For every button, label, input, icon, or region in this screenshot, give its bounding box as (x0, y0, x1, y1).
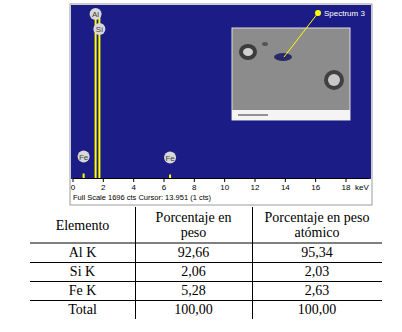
x-tick-label: 14 (281, 183, 290, 192)
table-value-cell: 5,28 (135, 281, 252, 300)
table-rule (135, 207, 136, 319)
inset-caption-strip (232, 110, 350, 120)
x-tick (164, 179, 165, 182)
peak-label: Fe (165, 154, 175, 163)
table-value-cell: Si K (30, 262, 135, 281)
x-tick (133, 179, 134, 182)
table-value: 100,00 (174, 302, 213, 317)
table-header-cell: Porcentaje en peso atómico (252, 207, 382, 243)
x-tick (255, 179, 256, 182)
table-value-cell: Fe K (30, 281, 135, 300)
inset-frame (232, 28, 350, 120)
table-value: Total (68, 302, 97, 317)
table-value: 2,06 (181, 264, 206, 279)
table-rule (252, 207, 253, 319)
plot-background (71, 5, 371, 179)
x-tick-label: 10 (220, 183, 229, 192)
table-header: Elemento (56, 218, 110, 233)
spectrum-peak (95, 9, 97, 178)
table-value-cell: Al K (30, 243, 135, 262)
x-tick (224, 179, 225, 182)
x-tick (346, 179, 347, 182)
inset-label: Spectrum 3 (324, 9, 365, 18)
x-tick (285, 179, 286, 182)
footer-text: Full Scale 1696 cts Cursor: 13.951 (1 ct… (73, 193, 211, 202)
spectrum-peak (169, 175, 171, 178)
table-value: 5,28 (181, 283, 206, 298)
x-tick (73, 179, 74, 182)
table-rule (30, 243, 382, 244)
x-tick-label: 2 (101, 183, 106, 192)
peak-label-badge (164, 152, 176, 164)
table-value-cell: 2,63 (252, 281, 382, 300)
spectrum-peak (83, 174, 85, 178)
panel-frame (70, 4, 372, 205)
table-value: 100,00 (298, 302, 337, 317)
inset-particle (324, 70, 344, 90)
table-rule (30, 262, 382, 263)
inset-particle (239, 44, 257, 60)
table-value-cell: 100,00 (252, 300, 382, 319)
table-value: 92,66 (178, 245, 210, 260)
table-header: Porcentaje en peso atómico (255, 210, 380, 240)
table-value: 2,63 (305, 283, 330, 298)
x-tick-label: 18 (342, 183, 351, 192)
table-value-cell: 2,06 (135, 262, 252, 281)
table-value-cell: 100,00 (135, 300, 252, 319)
inset-scale-bar (238, 115, 268, 116)
page: {"chart_data": {"type": "bar", "x_label"… (0, 0, 402, 332)
table-value-cell: 95,34 (252, 243, 382, 262)
table-rule (30, 281, 382, 282)
inset-image (232, 28, 350, 120)
x-tick-label: 0 (71, 183, 76, 192)
x-tick (315, 179, 316, 182)
x-tick-label: 8 (192, 183, 197, 192)
table-header-cell: Porcentaje en peso (135, 207, 252, 243)
peak-label-badge (90, 8, 102, 20)
table-value-cell: 2,03 (252, 262, 382, 281)
inset-pointer-dot (315, 10, 321, 16)
peak-label: Si (96, 25, 103, 34)
peak-label-badge (78, 151, 90, 163)
spectrum-peak (98, 14, 100, 178)
inset-particle (274, 53, 292, 61)
x-tick-label: 4 (131, 183, 136, 192)
x-tick-label: 16 (311, 183, 320, 192)
figure: Spectrum 3 Fe Al Si Fe 0 2 4 6 8 10 12 14 16 18 keV Full… (0, 0, 402, 332)
table-value: 95,34 (301, 245, 333, 260)
x-tick (103, 179, 104, 182)
inset-particle (243, 48, 253, 56)
inset-particle (328, 74, 340, 86)
table-rule (30, 300, 382, 301)
peak-label: Al (92, 10, 99, 19)
x-tick-label: 12 (251, 183, 260, 192)
x-axis-label: keV (355, 183, 369, 192)
table-value-cell: Total (30, 300, 135, 319)
peak-label-badge (93, 23, 105, 35)
inset-pointer (284, 13, 318, 57)
inset-particle (262, 42, 268, 46)
x-tick (194, 179, 195, 182)
x-axis-line (73, 178, 369, 179)
table-value: Fe K (69, 283, 97, 298)
peak-label: Fe (79, 153, 89, 162)
table-value-cell: 92,66 (135, 243, 252, 262)
table-header-cell: Elemento (30, 207, 135, 243)
table-value: Si K (70, 264, 95, 279)
x-tick-label: 6 (162, 183, 167, 192)
table-value: 2,03 (305, 264, 330, 279)
table-value: Al K (69, 245, 97, 260)
spectrum (83, 9, 171, 178)
table-header: Porcentaje en peso (146, 210, 242, 240)
